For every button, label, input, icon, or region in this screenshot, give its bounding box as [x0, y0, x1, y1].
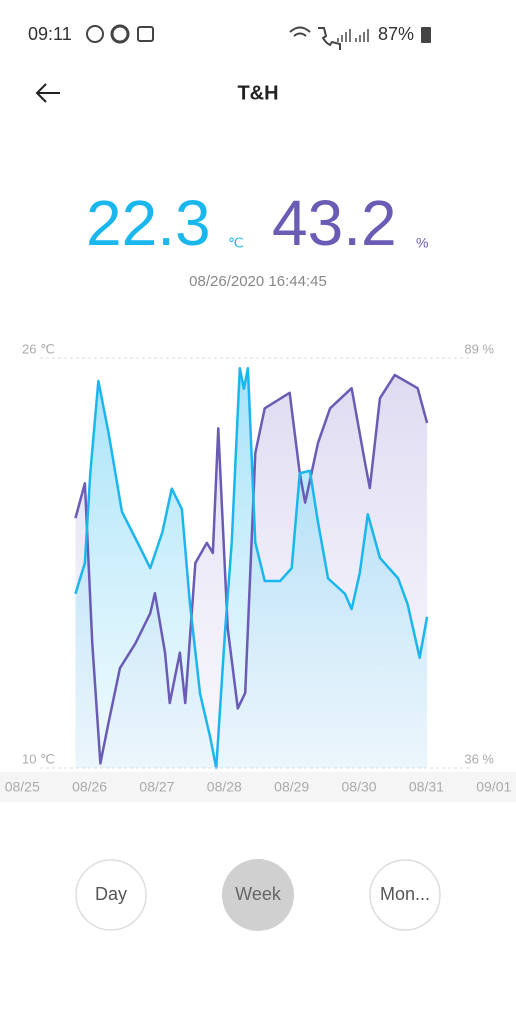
x-tick-label: 08/25: [5, 779, 40, 795]
line: [74, 373, 429, 765]
button-label[interactable]: Week: [235, 884, 282, 904]
chart: 10 ℃ 26 ℃ 36 % 89 % 08/25 08/26 08/27 08/28 08/2…: [5, 341, 512, 794]
x-tick-label: 08/26: [72, 779, 107, 795]
timestamp: 08/26/2020 16:44:45: [189, 273, 327, 290]
day-button[interactable]: [75, 859, 147, 931]
month-button[interactable]: [369, 859, 441, 931]
battery-icon: [421, 27, 431, 43]
x-tick-label: 09/01: [476, 779, 511, 795]
wifi-icon: [289, 26, 311, 37]
x-tick-label: 08/30: [342, 779, 377, 795]
y2-tick-label: 89 %: [464, 341, 494, 356]
week-button[interactable]: [222, 859, 294, 931]
status-icon: [110, 24, 130, 44]
call-icon: [318, 27, 341, 50]
status-icon: [86, 25, 104, 43]
x-tick-label: 08/27: [139, 779, 174, 795]
button-label[interactable]: Day: [95, 884, 127, 904]
battery-text: 87%: [378, 24, 414, 44]
signal-icon: [337, 29, 369, 42]
humidity-value: 43.2: [272, 187, 397, 259]
back-button[interactable]: [35, 83, 60, 103]
y-tick-label: 10 ℃: [22, 751, 55, 766]
humidity-unit: %: [416, 235, 428, 251]
x-axis-band: [0, 772, 516, 802]
status-time: 09:11: [28, 24, 72, 44]
line: [74, 367, 429, 770]
y2-tick-label: 36 %: [464, 751, 494, 766]
status-icon: [137, 26, 154, 42]
temperature-value: 22.3: [86, 187, 211, 259]
x-tick-label: 08/29: [274, 779, 309, 795]
temperature-unit: ℃: [228, 235, 244, 251]
y-tick-label: 26 ℃: [22, 341, 55, 356]
x-tick-label: 08/31: [409, 779, 444, 795]
button-label[interactable]: Mon...: [380, 884, 430, 904]
page-title: T&H: [237, 82, 278, 104]
x-tick-label: 08/28: [207, 779, 242, 795]
